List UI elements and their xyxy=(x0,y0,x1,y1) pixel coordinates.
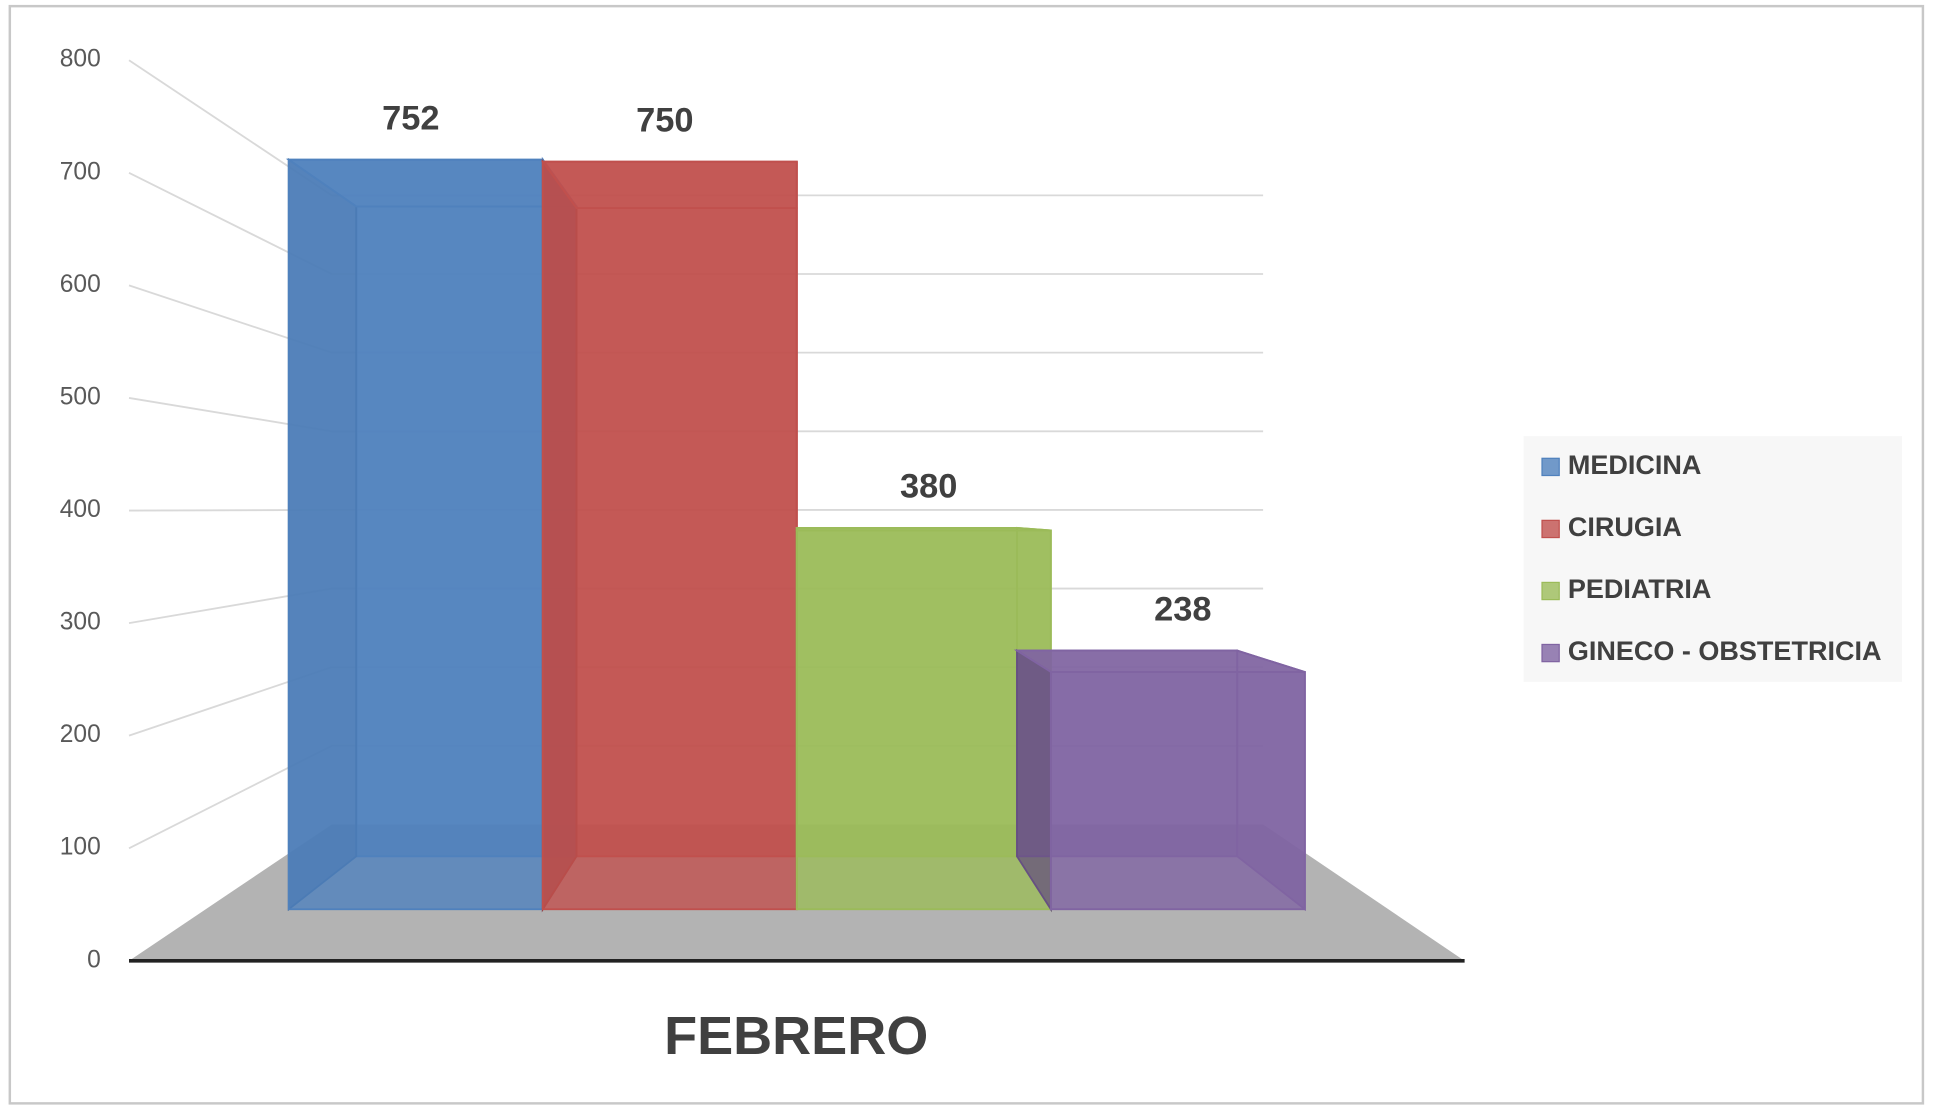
y-tick-label: 700 xyxy=(60,158,101,185)
value-label: 752 xyxy=(382,99,439,137)
y-tick-label: 400 xyxy=(60,496,101,523)
plot: 0 100 200 300 400 500 600 700 800 752 750 380 238 FEB… xyxy=(8,4,1925,1105)
y-tick-label: 500 xyxy=(60,383,101,410)
legend-label: PEDIATRIA xyxy=(1568,574,1712,604)
legend-swatch xyxy=(1541,643,1560,663)
bar xyxy=(1049,671,1306,911)
legend-label: CIRUGIA xyxy=(1568,512,1682,542)
legend xyxy=(1523,436,1903,682)
legend-label: GINECO - OBSTETRICIA xyxy=(1568,636,1882,666)
bar xyxy=(795,529,1052,911)
y-tick-label: 200 xyxy=(60,721,101,748)
value-label: 750 xyxy=(636,101,693,139)
y-tick-label: 0 xyxy=(87,946,101,973)
legend-swatch xyxy=(1541,519,1560,539)
y-tick-label: 300 xyxy=(60,609,101,636)
value-label: 238 xyxy=(1154,590,1211,628)
value-label: 380 xyxy=(900,468,957,506)
legend-swatch xyxy=(1541,581,1560,601)
legend-swatch xyxy=(1541,457,1560,477)
legend-label: MEDICINA xyxy=(1568,450,1702,480)
bar xyxy=(541,160,798,911)
x-tick-label: FEBRERO xyxy=(664,1006,928,1066)
y-tick-label: 800 xyxy=(60,46,101,73)
y-tick-label: 100 xyxy=(60,834,101,861)
bar xyxy=(287,158,544,911)
y-tick-label: 600 xyxy=(60,271,101,298)
